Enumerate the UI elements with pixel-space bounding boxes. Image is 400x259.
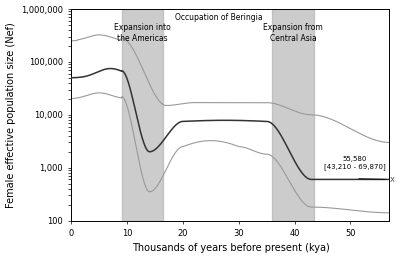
Text: 55,580
[43,210 - 69,870]: 55,580 [43,210 - 69,870] [324, 156, 386, 170]
Text: Expansion from
Central Asia: Expansion from Central Asia [263, 23, 323, 43]
Text: Occupation of Beringia: Occupation of Beringia [176, 13, 263, 22]
Bar [122, 9, 164, 221]
Text: x: x [390, 175, 394, 184]
Text: Expansion into
the Americas: Expansion into the Americas [114, 23, 171, 43]
X-axis label: Thousands of years before present (kya): Thousands of years before present (kya) [132, 243, 329, 254]
Y-axis label: Female effective population size (Nef): Female effective population size (Nef) [6, 22, 16, 208]
Bar [272, 9, 314, 221]
